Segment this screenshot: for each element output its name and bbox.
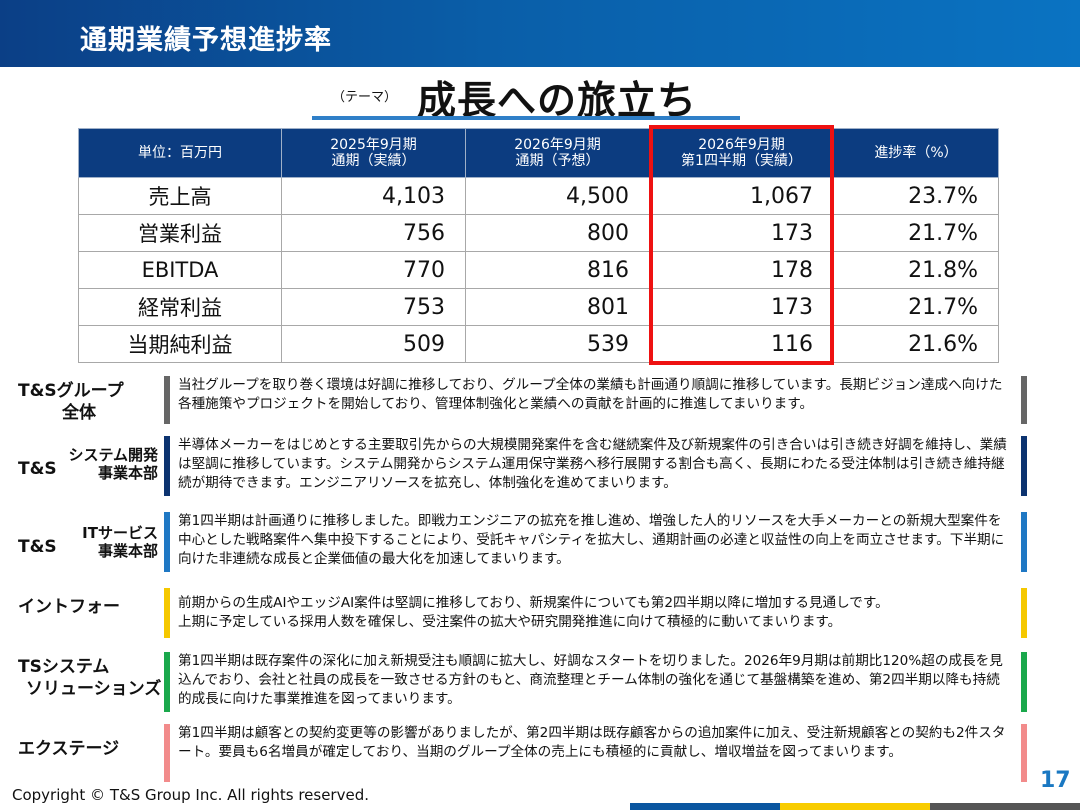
segment-name-sub: ソリューションズ	[26, 679, 162, 699]
segment-accent-bar	[164, 588, 170, 638]
table-cell: 4,500	[465, 177, 650, 215]
segment-ts-system-development: T&S システム開発 事業本部 半導体メーカーをはじめとする主要取引先からの大規…	[0, 434, 1080, 498]
segment-name-sub: ITサービス 事業本部	[62, 524, 158, 560]
segment-name-sub: 全体	[62, 403, 96, 423]
table-cell: 753	[281, 288, 466, 326]
segment-description: 第1四半期は既存案件の深化に加え新規受注も順調に拡大し、好調なスタートを切りまし…	[178, 653, 1003, 707]
segment-accent-bar-right	[1021, 588, 1027, 638]
row-label: 営業利益	[78, 214, 282, 252]
segment-description: 前期からの生成AIやエッジAI案件は堅調に推移しており、新規案件についても第2四…	[178, 595, 889, 630]
table-row: 経常利益 753 801 173 21.7%	[78, 288, 999, 326]
table-row: 営業利益 756 800 173 21.7%	[78, 214, 999, 252]
segment-ts-group: T&Sグループ 全体 当社グループを取り巻く環境は好調に推移しており、グループ全…	[0, 374, 1080, 426]
table-cell: 801	[465, 288, 650, 326]
table-cell: 4,103	[281, 177, 466, 215]
segment-name-sub-line1: ITサービス	[82, 524, 158, 542]
segment-name-sub-line2: 事業本部	[97, 464, 158, 482]
column-header: 2026年9月期 第1四半期（実績）	[649, 128, 834, 178]
segment-description: 当社グループを取り巻く環境は好調に推移しており、グループ全体の業績も計画通り順調…	[178, 377, 1003, 412]
segment-name-sub-line2: 事業本部	[97, 542, 158, 560]
table-cell: 23.7%	[833, 177, 999, 215]
page-number: 17	[1040, 768, 1071, 793]
column-header-line2: 第1四半期（実績）	[681, 153, 802, 169]
column-header-line2: 通期（予想）	[515, 153, 600, 169]
segment-name-main: TSシステム	[18, 657, 110, 677]
segment-description: 半導体メーカーをはじめとする主要取引先からの大規模開発案件を含む継続案件及び新規…	[178, 437, 1007, 491]
segment-accent-bar-right	[1021, 512, 1027, 572]
footer-bar-blue	[630, 803, 780, 810]
theme-heading: （テーマ） 成長への旅立ち	[312, 68, 740, 124]
segment-accent-bar-right	[1021, 376, 1027, 424]
table-cell: 178	[649, 251, 834, 289]
header-band: 通期業績予想進捗率	[0, 0, 1080, 67]
segment-intfor: イントフォー 前期からの生成AIやエッジAI案件は堅調に推移しており、新規案件に…	[0, 586, 1080, 638]
column-header-line1: 進捗率（%）	[874, 145, 958, 161]
table-row: 売上高 4,103 4,500 1,067 23.7%	[78, 177, 999, 215]
table-cell: 173	[649, 288, 834, 326]
segment-name-main: T&S	[18, 537, 57, 557]
column-header-line1: 2026年9月期	[514, 137, 601, 153]
segment-ts-system-solutions: TSシステム ソリューションズ 第1四半期は既存案件の深化に加え新規受注も順調に…	[0, 650, 1080, 714]
segment-name: T&Sグループ 全体	[18, 380, 148, 424]
page-title: 通期業績予想進捗率	[80, 25, 332, 56]
table-cell: 21.6%	[833, 325, 999, 363]
table-cell: 21.7%	[833, 214, 999, 252]
segment-accent-bar	[164, 652, 170, 712]
segment-accent-bar-right	[1021, 652, 1027, 712]
unit-header: 単位：百万円	[78, 128, 282, 178]
row-label: 当期純利益	[78, 325, 282, 363]
theme-label: （テーマ）	[332, 90, 398, 105]
table-cell: 816	[465, 251, 650, 289]
theme-underline	[312, 116, 740, 120]
segment-accent-bar	[164, 724, 170, 782]
table-row: 当期純利益 509 539 116 21.6%	[78, 325, 999, 363]
segment-name-sub: システム開発 事業本部	[62, 446, 158, 482]
row-label: 経常利益	[78, 288, 282, 326]
segment-name: TSシステム ソリューションズ	[18, 656, 163, 700]
table-cell: 539	[465, 325, 650, 363]
footer-bar-yellow	[780, 803, 930, 810]
segment-accent-bar	[164, 512, 170, 572]
column-header-line1: 2025年9月期	[330, 137, 417, 153]
segment-description: 第1四半期は顧客との契約変更等の影響がありましたが、第2四半期は既存顧客からの追…	[178, 725, 1006, 760]
segment-accent-bar	[164, 436, 170, 496]
segment-description: 第1四半期は計画通りに推移しました。即戦力エンジニアの拡充を推し進め、増強した人…	[178, 513, 1005, 567]
column-header-line2: 通期（実績）	[331, 153, 416, 169]
row-label: 売上高	[78, 177, 282, 215]
table-cell: 21.7%	[833, 288, 999, 326]
table-cell: 756	[281, 214, 466, 252]
table-cell: 173	[649, 214, 834, 252]
segment-name-main: T&Sグループ	[18, 381, 124, 401]
segment-name-main: T&S	[18, 459, 57, 479]
segment-accent-bar	[164, 376, 170, 424]
table-cell: 770	[281, 251, 466, 289]
footer-bar-gray	[930, 803, 1080, 810]
copyright-notice: Copyright © T&S Group Inc. All rights re…	[12, 786, 369, 804]
segment-name-sub-line1: システム開発	[68, 446, 158, 464]
table-header-row: 単位：百万円 2025年9月期 通期（実績） 2026年9月期 通期（予想） 202…	[78, 128, 999, 178]
row-label: EBITDA	[78, 251, 282, 289]
table-row: EBITDA 770 816 178 21.8%	[78, 251, 999, 289]
segment-accent-bar-right	[1021, 724, 1027, 782]
column-header-line1: 2026年9月期	[698, 137, 785, 153]
table-cell: 509	[281, 325, 466, 363]
column-header: 2026年9月期 通期（予想）	[465, 128, 650, 178]
table-cell: 800	[465, 214, 650, 252]
segment-ts-it-services: T&S ITサービス 事業本部 第1四半期は計画通りに推移しました。即戦力エンジ…	[0, 510, 1080, 574]
segment-name-main: エクステージ	[18, 739, 120, 759]
column-header: 2025年9月期 通期（実績）	[281, 128, 466, 178]
table-cell: 116	[649, 325, 834, 363]
column-header: 進捗率（%）	[833, 128, 999, 178]
table-cell: 1,067	[649, 177, 834, 215]
segment-name-main: イントフォー	[18, 597, 120, 617]
table-cell: 21.8%	[833, 251, 999, 289]
segment-accent-bar-right	[1021, 436, 1027, 496]
results-table: 単位：百万円 2025年9月期 通期（実績） 2026年9月期 通期（予想） 202…	[78, 128, 999, 363]
segment-xstage: エクステージ 第1四半期は顧客との契約変更等の影響がありましたが、第2四半期は既…	[0, 722, 1080, 784]
